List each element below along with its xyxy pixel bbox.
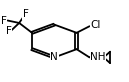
Text: N: N — [50, 52, 58, 62]
Text: F: F — [6, 26, 12, 36]
Text: F: F — [23, 9, 29, 19]
Text: Cl: Cl — [91, 20, 101, 30]
Text: NH: NH — [90, 52, 106, 62]
Text: F: F — [1, 15, 7, 26]
